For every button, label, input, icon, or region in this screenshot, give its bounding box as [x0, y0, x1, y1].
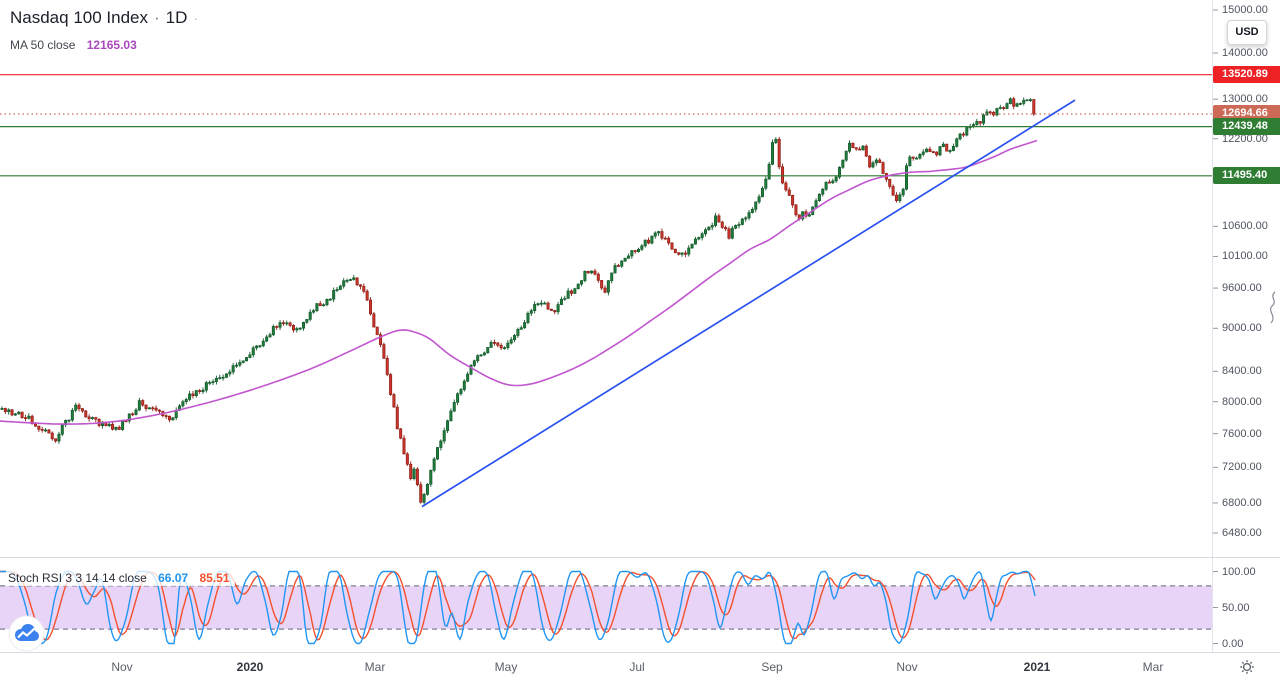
price-tick-label: 7200.00	[1222, 461, 1262, 474]
time-axis-label: Nov	[111, 660, 133, 674]
price-tick-label: 7600.00	[1222, 427, 1262, 440]
stoch-d-value: 85.51	[199, 571, 230, 585]
price-tick-label: 6480.00	[1222, 527, 1262, 539]
price-tick-label: 10600.00	[1222, 220, 1268, 233]
price-axis-separator	[1212, 0, 1213, 652]
stoch-band	[0, 585, 1212, 630]
stoch-legend-label: Stoch RSI 3 3 14 14 close	[8, 571, 147, 585]
axis-scroll-handle[interactable]	[1266, 290, 1280, 326]
ma-legend-label: MA 50 close	[10, 38, 76, 52]
price-axis[interactable]: USD 13520.89 12694.66 12439.48 11495.40 1500…	[1213, 0, 1280, 652]
pane-separator[interactable]	[0, 557, 1280, 558]
price-level-label: 11495.40	[1213, 167, 1280, 185]
settings-gear-icon[interactable]	[1237, 657, 1257, 677]
stoch-legend: Stoch RSI 3 3 14 14 close 66.07 85.51	[6, 570, 235, 586]
price-tick-label: 6800.00	[1222, 496, 1262, 509]
time-axis-label: Jul	[629, 660, 645, 674]
indicator-tick-label: 0.00	[1222, 637, 1244, 650]
price-level-lines	[0, 74, 1212, 177]
stoch-k-line	[0, 570, 1036, 645]
indicator-tick-label: 100.00	[1222, 565, 1256, 578]
price-tick-label: 12200.00	[1222, 132, 1268, 145]
time-axis-label: May	[494, 660, 518, 674]
ma50-line	[0, 139, 1038, 425]
price-level-label: 13520.89	[1213, 66, 1280, 84]
chart-legend-title[interactable]: Nasdaq 100 Index · 1D ·	[10, 8, 198, 28]
price-tick-label: 14000.00	[1222, 46, 1268, 59]
currency-toggle-button[interactable]: USD	[1227, 20, 1267, 45]
time-axis-label: 2021	[1023, 660, 1051, 674]
price-tick-label: 10100.00	[1222, 250, 1268, 263]
candlestick-series	[0, 96, 1036, 505]
price-level-label: 12439.48	[1213, 118, 1280, 136]
stoch-rsi-lines	[0, 570, 1212, 645]
price-tick-label: 8400.00	[1222, 365, 1262, 378]
stoch-k-value: 66.07	[158, 571, 189, 585]
axis-tick-marks	[121, 9, 1218, 657]
price-tick-label: 13000.00	[1222, 93, 1268, 106]
price-tick-label: 9600.00	[1222, 282, 1262, 295]
time-axis-label: Mar	[364, 660, 386, 674]
price-tick-label: 8000.00	[1222, 395, 1262, 408]
title-separator: ·	[154, 8, 160, 27]
price-tick-label: 15000.00	[1222, 4, 1268, 16]
ma-legend-value: 12165.03	[86, 38, 137, 52]
time-axis-separator	[0, 652, 1280, 653]
title-trailing-dot: ·	[193, 10, 199, 26]
indicator-tick-label: 50.00	[1222, 601, 1250, 614]
ma-legend: MA 50 close 12165.03	[10, 38, 137, 52]
trendline[interactable]	[421, 99, 1076, 508]
time-axis-label: Nov	[896, 660, 918, 674]
time-axis-label: 2020	[236, 660, 264, 674]
time-axis-label: Sep	[761, 660, 783, 674]
interval-label[interactable]: 1D	[165, 8, 188, 27]
time-axis-label: Mar	[1142, 660, 1164, 674]
symbol-title[interactable]: Nasdaq 100 Index	[10, 8, 148, 27]
time-axis[interactable]: Nov 2020 Mar May Jul Sep Nov 2021 Mar	[0, 653, 1280, 680]
price-tick-label: 9000.00	[1222, 322, 1262, 335]
cloud-logo-button[interactable]	[8, 615, 45, 652]
